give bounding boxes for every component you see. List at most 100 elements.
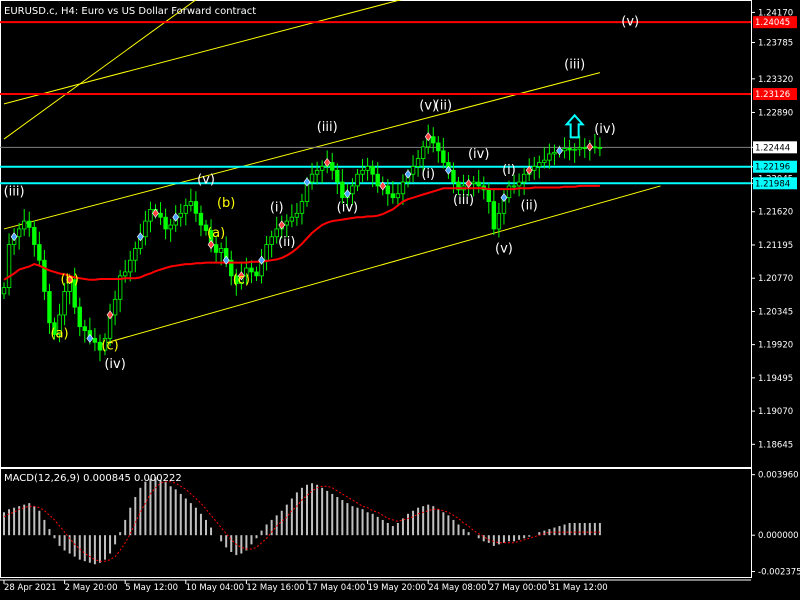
candle-body [193, 201, 199, 214]
macd-axis-label: -0.002375 [758, 568, 800, 578]
candle-body [511, 185, 517, 188]
candle-body [597, 147, 603, 150]
candle-body [218, 248, 224, 253]
candle-body [158, 212, 163, 218]
candle-body [471, 181, 476, 185]
candle-body [441, 150, 446, 163]
candle-body [123, 271, 128, 277]
up-arrow-icon [564, 113, 585, 139]
candle-body [330, 162, 335, 171]
support-price-box [753, 160, 797, 173]
price-axis-label: 1.20345 [758, 307, 793, 317]
candle-body [213, 244, 219, 253]
candle-body [370, 166, 375, 175]
candle-body [274, 228, 279, 238]
candle-body [234, 275, 239, 285]
candle-body [319, 166, 325, 171]
fractal-marker [222, 255, 230, 265]
fractal-marker [404, 169, 412, 179]
candle-body [1, 287, 7, 295]
candle-body [451, 169, 456, 183]
fractal-marker [379, 181, 387, 191]
price-axis-label: 1.23320 [758, 75, 793, 85]
candle-body [47, 291, 52, 324]
time-axis-label: 27 May 00:00 [489, 583, 547, 593]
candle-body [436, 142, 441, 152]
channel-line [3, 0, 197, 140]
candle-body [112, 298, 118, 316]
support-price-box [753, 177, 797, 190]
candle-body [476, 181, 481, 187]
wave-label: (ii) [435, 98, 452, 113]
fractal-marker [258, 255, 265, 265]
candle-body [37, 244, 42, 261]
candle-body [143, 220, 148, 238]
price-axis-label: 1.21195 [758, 241, 793, 251]
wave-label: (iv) [594, 122, 615, 137]
wave-label: (iii) [564, 58, 585, 73]
macd-title: MACD(12,26,9) 0.000845 0.000222 [4, 473, 182, 484]
candle-body [491, 201, 497, 230]
fractal-marker [10, 232, 18, 242]
candle-body [133, 248, 138, 261]
candle-body [390, 193, 396, 199]
candle-body [400, 181, 406, 195]
candle-body [117, 275, 123, 300]
wave-label: (i) [502, 163, 516, 178]
wave-label: (v) [419, 98, 437, 113]
time-axis-label: 5 May 12:00 [125, 583, 178, 593]
price-axis-label: 1.18645 [758, 440, 793, 450]
candle-body [249, 267, 254, 273]
fractal-marker [86, 333, 94, 343]
macd-pane-frame [0, 467, 752, 578]
fractal-marker [586, 142, 594, 152]
fractal-marker [106, 310, 114, 320]
wave-label: (a) [207, 226, 225, 241]
candle-body [496, 212, 502, 230]
candle-body [572, 148, 577, 151]
candle-body [486, 189, 491, 202]
wave-label: (v) [621, 15, 639, 30]
wave-label: (b) [60, 273, 78, 288]
fractal-marker [424, 132, 432, 142]
candle-body [335, 169, 340, 183]
macd-pane[interactable]: 0.003960 0.000000 -0.002375 [0, 467, 800, 578]
price-axis-label: 1.23785 [758, 38, 793, 48]
current-price-label: 1.22444 [755, 143, 790, 153]
price-axis-label: 1.19495 [758, 374, 793, 384]
time-axis-label: 12 May 16:00 [246, 583, 304, 593]
candle-body [567, 148, 572, 151]
fractal-marker [152, 208, 159, 218]
time-axis-label: 19 May 20:00 [368, 583, 426, 593]
wave-label: (iv) [104, 357, 125, 372]
candle-body [314, 169, 320, 175]
fractal-marker [303, 177, 311, 187]
candle-body [82, 326, 87, 331]
candle-body [375, 173, 380, 187]
price-pane[interactable]: 1.24170 1.23785 1.23320 1.22890 1.22444 1.221… [0, 0, 797, 469]
macd-axis-label: 0.000000 [758, 531, 799, 541]
fractal-marker [500, 193, 508, 203]
candle-body [6, 244, 12, 288]
candle-body [178, 212, 183, 218]
candle-body [128, 259, 133, 273]
channel-line [3, 72, 601, 230]
candle-body [198, 212, 204, 226]
wave-label: (iii) [453, 193, 474, 208]
candle-body [168, 224, 173, 230]
time-axis-label: 2 May 20:00 [65, 583, 118, 593]
candle-body [284, 220, 289, 226]
candle-body [537, 162, 542, 167]
candle-body [456, 181, 461, 191]
wave-label: (v) [197, 173, 215, 188]
candle-body [229, 259, 234, 277]
candle-body [592, 146, 598, 149]
wave-label: (b) [217, 196, 235, 211]
wave-label: (a) [50, 327, 68, 342]
candle-body [350, 185, 355, 195]
fractal-marker [556, 146, 563, 156]
wave-label: (ii) [521, 198, 538, 213]
macd-axis-label: 0.003960 [758, 471, 799, 481]
fractal-marker [323, 157, 331, 167]
